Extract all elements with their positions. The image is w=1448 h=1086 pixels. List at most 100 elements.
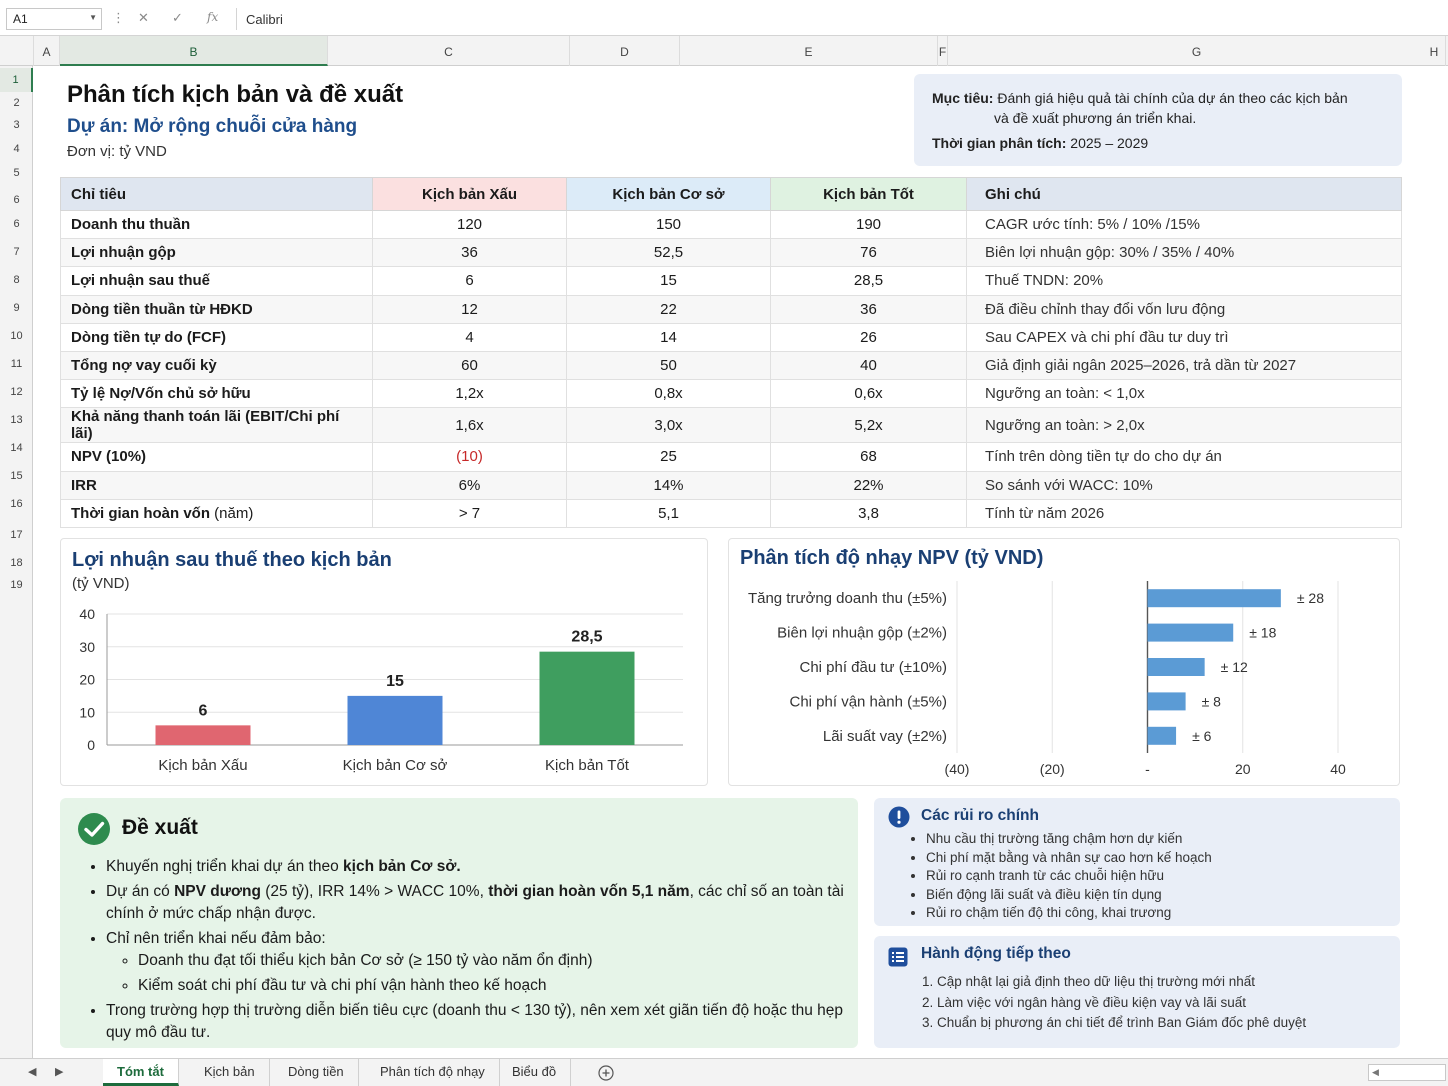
column-header-a[interactable]: A xyxy=(34,36,60,66)
cell-indicator[interactable]: NPV (10%) xyxy=(60,442,373,472)
confirm-icon[interactable]: ✓ xyxy=(172,10,183,25)
formula-input[interactable]: Calibri xyxy=(236,8,1441,30)
row-header[interactable]: 9 xyxy=(13,302,20,314)
row-header[interactable]: 14 xyxy=(10,442,23,454)
header-indicator[interactable]: Chỉ tiêu xyxy=(60,177,373,211)
row-header[interactable]: 2 xyxy=(13,97,20,109)
tab-scroll-left-icon[interactable]: ◀ xyxy=(28,1066,37,1078)
cell-base[interactable]: 3,0x xyxy=(566,407,771,444)
tab-charts[interactable]: Biểu đồ xyxy=(498,1059,572,1086)
tab-cash-flow[interactable]: Dòng tiền xyxy=(274,1059,359,1086)
column-header-g[interactable]: G xyxy=(948,36,1446,66)
cell-indicator[interactable]: Dòng tiền thuần từ HĐKD xyxy=(60,294,373,324)
cell-bad[interactable]: 1,6x xyxy=(372,407,567,444)
cell-note[interactable]: Sau CAPEX và chi phí đầu tư duy trì xyxy=(966,322,1402,352)
row-header[interactable]: 17 xyxy=(10,529,23,541)
cell-base[interactable]: 50 xyxy=(566,350,771,381)
row-header[interactable]: 11 xyxy=(10,358,23,370)
add-sheet-icon[interactable] xyxy=(598,1065,614,1081)
cell-note[interactable]: CAGR ước tính: 5% / 10% /15% xyxy=(966,209,1402,240)
cell-base[interactable]: 14 xyxy=(566,322,771,352)
cell-indicator[interactable]: IRR xyxy=(60,470,373,500)
sensitivity-chart-panel[interactable]: Phân tích độ nhạy NPV (tỷ VND) (40) (20) -… xyxy=(728,538,1400,786)
cell-indicator[interactable]: Lợi nhuận sau thuế xyxy=(60,266,373,296)
column-header-e[interactable]: E xyxy=(680,36,938,66)
row-header[interactable]: 8 xyxy=(13,274,20,286)
cell-bad[interactable]: 12 xyxy=(372,294,567,324)
more-options-icon[interactable]: ⋮ xyxy=(112,10,125,25)
tab-scenarios[interactable]: Kịch bản xyxy=(190,1059,270,1086)
tab-scroll-right-icon[interactable]: ▶ xyxy=(55,1066,64,1078)
cell-bad[interactable]: (10) xyxy=(372,442,567,472)
cell-good[interactable]: 190 xyxy=(770,209,967,240)
cell-good[interactable]: 28,5 xyxy=(770,266,967,296)
cell-good[interactable]: 68 xyxy=(770,442,967,472)
cell-note[interactable]: Thuế TNDN: 20% xyxy=(966,266,1402,296)
function-icon[interactable]: fx xyxy=(207,10,219,24)
row-header[interactable]: 6 xyxy=(13,218,20,230)
row-header[interactable]: 6 xyxy=(13,194,20,206)
cell-base[interactable]: 25 xyxy=(566,442,771,472)
worksheet[interactable]: Phân tích kịch bản và đề xuất Dự án: Mở … xyxy=(34,66,1448,1058)
tab-sensitivity[interactable]: Phân tích độ nhạy xyxy=(366,1059,500,1086)
cell-good[interactable]: 76 xyxy=(770,238,967,268)
row-header[interactable]: 1 xyxy=(0,68,33,92)
cell-note[interactable]: Giả định giải ngân 2025–2026, trả dần từ… xyxy=(966,350,1402,381)
tab-summary[interactable]: Tóm tắt xyxy=(103,1059,179,1086)
cell-good[interactable]: 26 xyxy=(770,322,967,352)
column-header-b[interactable]: B xyxy=(60,36,328,66)
cell-good[interactable]: 5,2x xyxy=(770,407,967,444)
cell-note[interactable]: Ngưỡng an toàn: > 2,0x xyxy=(966,407,1402,444)
cell-bad[interactable]: 120 xyxy=(372,209,567,240)
row-header[interactable]: 4 xyxy=(13,143,20,155)
cell-base[interactable]: 14% xyxy=(566,470,771,500)
cell-bad[interactable]: 36 xyxy=(372,238,567,268)
name-box[interactable]: A1 ▼ xyxy=(6,8,102,30)
row-header[interactable]: 12 xyxy=(10,386,23,398)
cell-indicator[interactable]: Doanh thu thuần xyxy=(60,209,373,240)
cell-note[interactable]: Tính trên dòng tiền tự do cho dự án xyxy=(966,442,1402,472)
cell-base[interactable]: 5,1 xyxy=(566,498,771,528)
row-header[interactable]: 3 xyxy=(13,119,20,131)
column-header-h[interactable]: H xyxy=(1429,45,1439,59)
row-header[interactable]: 18 xyxy=(10,557,23,569)
cell-indicator[interactable]: Tổng nợ vay cuối kỳ xyxy=(60,350,373,381)
cell-good[interactable]: 3,8 xyxy=(770,498,967,528)
row-header[interactable]: 16 xyxy=(10,498,23,510)
chevron-down-icon[interactable]: ▼ xyxy=(89,13,97,22)
header-bad-scenario[interactable]: Kịch bản Xấu xyxy=(372,177,567,211)
cell-base[interactable]: 22 xyxy=(566,294,771,324)
profit-chart-panel[interactable]: Lợi nhuận sau thuế theo kịch bản (tỷ VND… xyxy=(60,538,708,786)
row-header[interactable]: 13 xyxy=(10,414,23,426)
cell-bad[interactable]: 4 xyxy=(372,322,567,352)
cell-bad[interactable]: 60 xyxy=(372,350,567,381)
cell-good[interactable]: 22% xyxy=(770,470,967,500)
cell-base[interactable]: 0,8x xyxy=(566,379,771,409)
cell-note[interactable]: Đã điều chỉnh thay đổi vốn lưu động xyxy=(966,294,1402,324)
cell-indicator[interactable]: Dòng tiền tự do (FCF) xyxy=(60,322,373,352)
cell-base[interactable]: 150 xyxy=(566,209,771,240)
column-header-f[interactable]: F xyxy=(938,36,948,66)
cell-bad[interactable]: > 7 xyxy=(372,498,567,528)
cell-good[interactable]: 36 xyxy=(770,294,967,324)
row-header[interactable]: 7 xyxy=(13,246,20,258)
row-header[interactable]: 10 xyxy=(10,330,23,342)
cancel-icon[interactable]: ✕ xyxy=(138,10,149,25)
cell-indicator[interactable]: Khả năng thanh toán lãi (EBIT/Chi phí lã… xyxy=(60,407,373,444)
header-note[interactable]: Ghi chú xyxy=(966,177,1402,211)
row-header[interactable]: 5 xyxy=(13,167,20,179)
cell-bad[interactable]: 1,2x xyxy=(372,379,567,409)
header-good-scenario[interactable]: Kịch bản Tốt xyxy=(770,177,967,211)
cell-indicator[interactable]: Lợi nhuận gộp xyxy=(60,238,373,268)
row-header[interactable]: 19 xyxy=(10,579,23,591)
cell-base[interactable]: 52,5 xyxy=(566,238,771,268)
cell-note[interactable]: So sánh với WACC: 10% xyxy=(966,470,1402,500)
cell-note[interactable]: Tính từ năm 2026 xyxy=(966,498,1402,528)
header-base-scenario[interactable]: Kịch bản Cơ sở xyxy=(566,177,771,211)
cell-bad[interactable]: 6 xyxy=(372,266,567,296)
cell-good[interactable]: 40 xyxy=(770,350,967,381)
cell-bad[interactable]: 6% xyxy=(372,470,567,500)
column-header-c[interactable]: C xyxy=(328,36,570,66)
column-header-d[interactable]: D xyxy=(570,36,680,66)
scroll-left-icon[interactable]: ◀ xyxy=(1372,1067,1379,1077)
